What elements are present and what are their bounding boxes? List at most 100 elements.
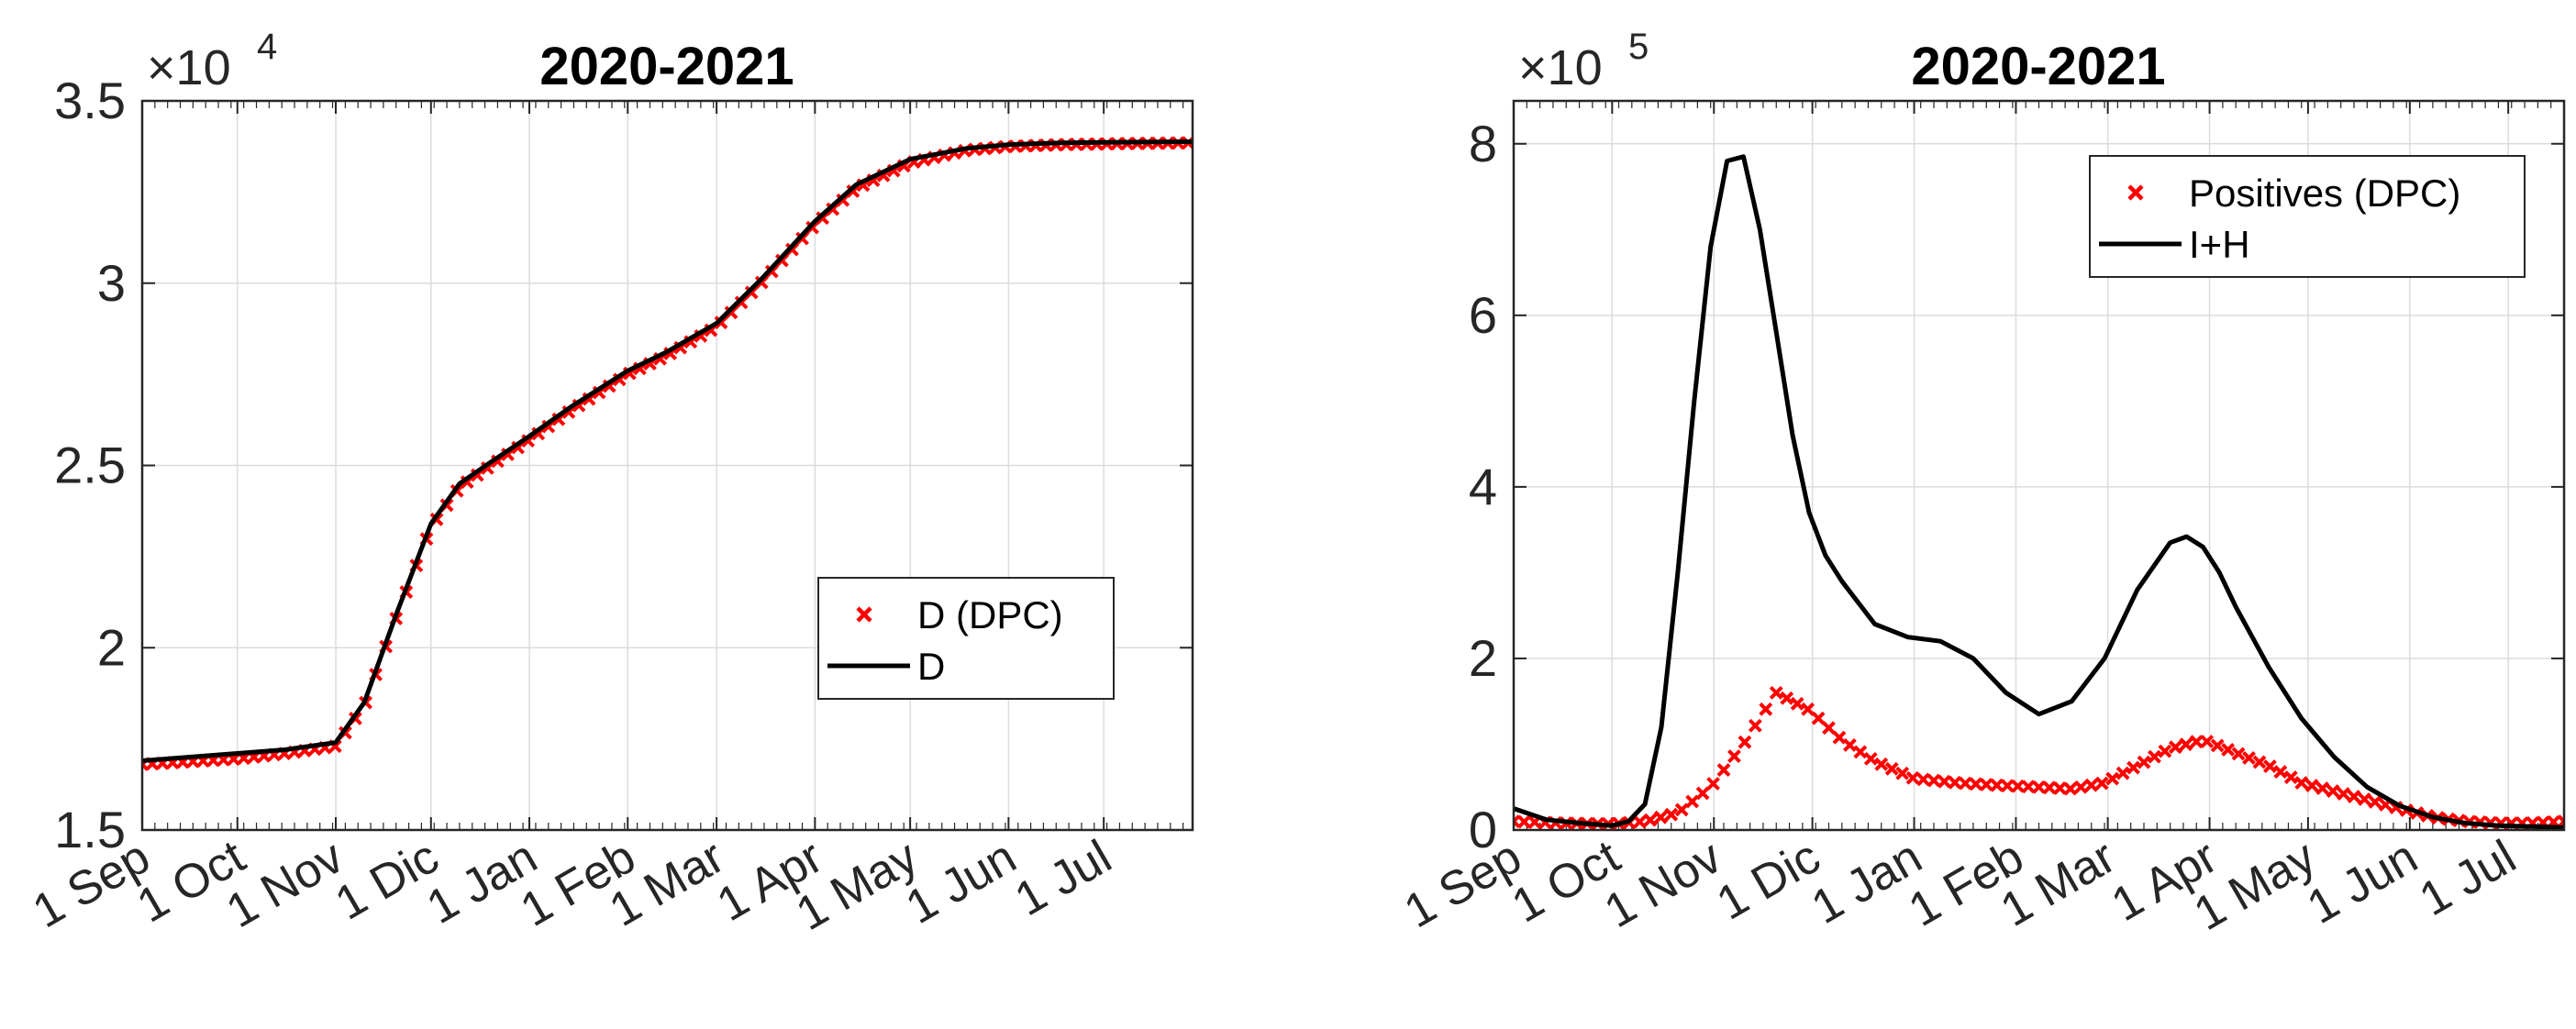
data-point (1748, 718, 1762, 733)
x-tick-label: 1 Jun (897, 830, 1025, 935)
series-d (142, 139, 1193, 763)
y-exponent-power: 4 (257, 27, 277, 67)
y-tick-label: 1.5 (54, 801, 126, 858)
data-point (2115, 766, 2130, 780)
data-point (2105, 771, 2120, 786)
data-point (1969, 777, 1983, 791)
x-minor-ticks (1513, 101, 2565, 830)
legend-label: Positives (DPC) (2189, 172, 2460, 215)
data-point (1905, 770, 1920, 785)
data-point (1769, 685, 1783, 700)
data-point (1874, 757, 1889, 771)
data-point (1695, 786, 1710, 801)
y-tick-label: 4 (1469, 458, 1497, 515)
data-point (1664, 807, 1679, 822)
chart-title: 2020-2021 (1911, 37, 2165, 96)
data-point (2262, 759, 2277, 774)
data-point (724, 305, 738, 320)
data-point (1811, 711, 1826, 725)
legend-label: D (917, 645, 945, 688)
data-point (1738, 735, 1752, 749)
data-point (2252, 755, 2267, 769)
data-point (846, 184, 861, 198)
data-point (714, 315, 728, 330)
data-point (1832, 730, 1847, 745)
axes-box (140, 99, 1194, 832)
data-point (754, 275, 769, 290)
data-point (2358, 792, 2371, 806)
series-i-h (1514, 154, 2564, 830)
data-point (2073, 780, 2088, 794)
data-point (1948, 775, 1962, 790)
data-point (2158, 744, 2172, 758)
data-point (2179, 737, 2193, 752)
data-point (1685, 794, 1700, 809)
data-point (744, 285, 759, 300)
y-exponent-label: ×10 (147, 40, 231, 95)
legend-marker-swatch (856, 606, 872, 623)
y-tick-label: 8 (1469, 115, 1497, 172)
data-point (2273, 765, 2288, 780)
data-point (1716, 763, 1731, 777)
series-line (142, 139, 1193, 763)
data-point (1632, 814, 1647, 829)
data-point (1842, 737, 1857, 752)
axes-box (1512, 99, 2566, 832)
data-point (1790, 696, 1804, 711)
legend: D (DPC) D (817, 577, 1115, 700)
data-point (2052, 781, 2067, 795)
y-exponent-power: 5 (1628, 27, 1649, 67)
x-tick-label: 1 Jan (1803, 830, 1930, 935)
data-point (1916, 772, 1930, 787)
y-tick-label: 6 (1469, 286, 1497, 344)
data-point (836, 193, 850, 207)
x-minor-ticks (141, 101, 1184, 830)
data-point (2137, 755, 2151, 769)
data-point (2084, 778, 2099, 792)
x-tick-label: 1 Jun (2299, 830, 2426, 935)
x-tick-label: 1 Jul (2411, 830, 2525, 926)
y-tick-label: 2 (97, 618, 126, 676)
x-tick-label: 1 Dic (327, 830, 448, 930)
data-point (1759, 702, 1773, 716)
data-point (2304, 779, 2319, 792)
data-point (1926, 773, 1941, 788)
series-line (1514, 154, 2564, 830)
data-point (2063, 781, 2078, 796)
data-point (1958, 776, 1972, 791)
data-point (2221, 743, 2236, 757)
data-point (1514, 814, 1521, 829)
data-point (2315, 781, 2330, 795)
y-tick-label: 3.5 (54, 72, 126, 129)
data-point (2148, 749, 2161, 764)
x-tick-label: 1 Dic (1708, 830, 1829, 930)
data-point (2126, 760, 2140, 775)
chart-title: 2020-2021 (539, 37, 794, 96)
legend-box (2089, 155, 2526, 278)
legend-label: I+H (2189, 223, 2250, 266)
data-point (1653, 810, 1668, 824)
data-point (2021, 780, 2036, 794)
data-point (2337, 787, 2350, 801)
data-point (1895, 766, 1910, 780)
data-point (1884, 761, 1899, 776)
legend-marker-swatch (2127, 184, 2144, 201)
data-point (2189, 735, 2204, 749)
data-point (1780, 691, 1794, 705)
data-point (2231, 747, 2246, 761)
legend-label: D (DPC) (917, 593, 1063, 636)
data-point (1801, 702, 1815, 716)
data-point (1990, 778, 2004, 792)
data-point (1727, 749, 1741, 763)
data-point (2168, 740, 2182, 755)
y-tick-label: 3 (97, 254, 126, 312)
y-tick-label: 0 (1469, 801, 1497, 858)
data-point (734, 295, 749, 310)
legend: Positives (DPC) I+H (2089, 155, 2526, 278)
legend-box (817, 577, 1115, 700)
data-point (1822, 721, 1836, 736)
